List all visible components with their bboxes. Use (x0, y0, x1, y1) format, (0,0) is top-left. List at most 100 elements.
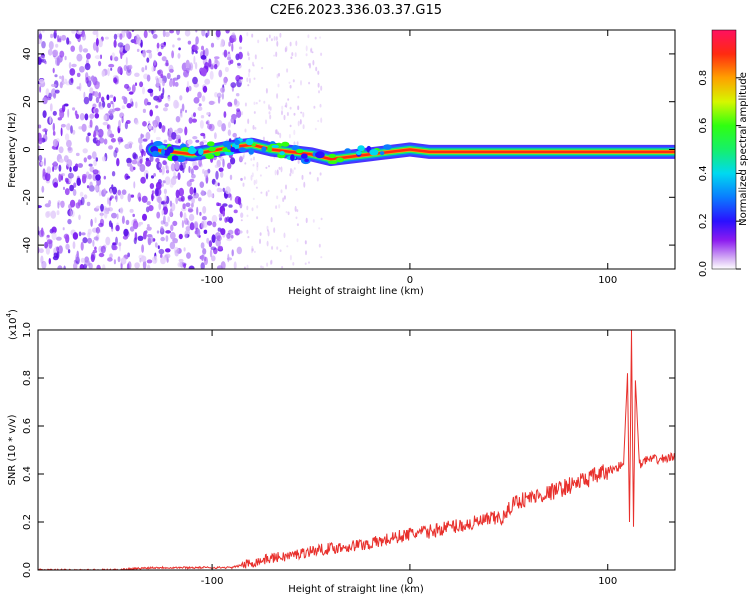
noise-speck (224, 66, 229, 73)
noise-speck (160, 42, 166, 48)
noise-speck (98, 60, 102, 67)
noise-speck (218, 167, 224, 173)
noise-speck (178, 233, 183, 240)
noise-speck (168, 64, 174, 73)
noise-speck (183, 247, 186, 252)
noise-speck (54, 89, 60, 94)
noise-speck (59, 81, 63, 89)
noise-speck (266, 262, 269, 267)
noise-speck (280, 166, 283, 173)
signal-blotch (196, 155, 202, 160)
noise-speck (268, 34, 271, 39)
noise-speck (66, 37, 70, 45)
noise-speck (241, 111, 244, 116)
noise-speck (89, 119, 93, 128)
noise-speck (86, 201, 91, 207)
noise-speck (285, 211, 288, 214)
noise-speck (131, 101, 134, 107)
noise-speck (203, 229, 208, 234)
noise-speck (178, 187, 184, 197)
noise-speck (43, 157, 46, 167)
noise-speck (62, 227, 65, 231)
noise-speck (158, 76, 163, 84)
noise-speck (283, 114, 286, 121)
noise-speck (247, 51, 249, 56)
noise-speck (96, 205, 101, 209)
noise-speck (217, 245, 223, 251)
noise-speck (209, 249, 213, 258)
noise-speck (201, 95, 206, 102)
noise-speck (109, 94, 114, 98)
colorbar-tick-label: 0.6 (698, 118, 709, 134)
noise-speck (240, 177, 243, 181)
noise-speck (48, 41, 54, 50)
noise-speck (227, 253, 230, 263)
noise-speck (233, 261, 237, 269)
noise-speck (114, 195, 118, 200)
noise-speck (69, 68, 76, 76)
noise-speck (193, 45, 199, 51)
noise-speck (208, 100, 215, 105)
noise-speck (53, 92, 57, 99)
noise-speck (93, 236, 99, 241)
noise-speck (294, 52, 297, 57)
noise-speck (103, 188, 106, 195)
noise-speck (189, 186, 194, 195)
noise-speck (153, 124, 157, 134)
noise-speck (56, 246, 59, 252)
noise-speck (246, 264, 249, 269)
noise-speck (197, 91, 202, 99)
noise-speck (172, 44, 175, 48)
noise-speck (157, 95, 162, 103)
noise-speck (320, 117, 323, 123)
noise-speck (70, 210, 75, 218)
noise-speck (196, 206, 199, 216)
noise-speck (64, 177, 69, 183)
noise-speck (227, 162, 232, 169)
signal-blotch (161, 148, 166, 156)
noise-speck (160, 201, 165, 205)
noise-speck (84, 260, 90, 267)
noise-speck (100, 210, 103, 219)
noise-speck (148, 30, 151, 33)
noise-speck (107, 207, 114, 212)
noise-speck (114, 107, 121, 112)
noise-speck (236, 109, 242, 119)
noise-speck (134, 262, 140, 269)
x-tick-label: 100 (598, 576, 617, 587)
noise-speck (98, 92, 101, 99)
noise-speck (38, 205, 42, 209)
noise-speck (46, 234, 50, 238)
noise-speck (96, 81, 100, 85)
noise-speck (223, 49, 228, 58)
noise-speck (42, 30, 45, 33)
noise-speck (199, 211, 202, 216)
noise-speck (254, 126, 257, 130)
noise-speck (160, 74, 164, 79)
noise-speck (187, 139, 193, 145)
noise-speck (117, 256, 121, 263)
signal-blotch (290, 154, 295, 162)
noise-speck (61, 104, 66, 113)
noise-speck (173, 239, 178, 244)
noise-speck (42, 110, 47, 118)
noise-speck (125, 219, 130, 225)
noise-speck (266, 240, 269, 247)
noise-speck (201, 216, 207, 221)
noise-speck (83, 194, 88, 199)
noise-speck (199, 181, 205, 188)
noise-speck (124, 143, 131, 149)
noise-speck (227, 129, 232, 136)
noise-speck (163, 188, 167, 195)
noise-speck (139, 158, 143, 164)
noise-speck (191, 114, 194, 119)
noise-speck (146, 226, 152, 231)
noise-speck (227, 121, 231, 129)
noise-speck (188, 265, 195, 269)
signal-trace (145, 137, 675, 167)
noise-speck (49, 115, 52, 124)
noise-speck (276, 93, 279, 99)
signal-blotch (151, 150, 160, 157)
noise-speck (48, 258, 51, 265)
noise-speck (92, 249, 98, 254)
